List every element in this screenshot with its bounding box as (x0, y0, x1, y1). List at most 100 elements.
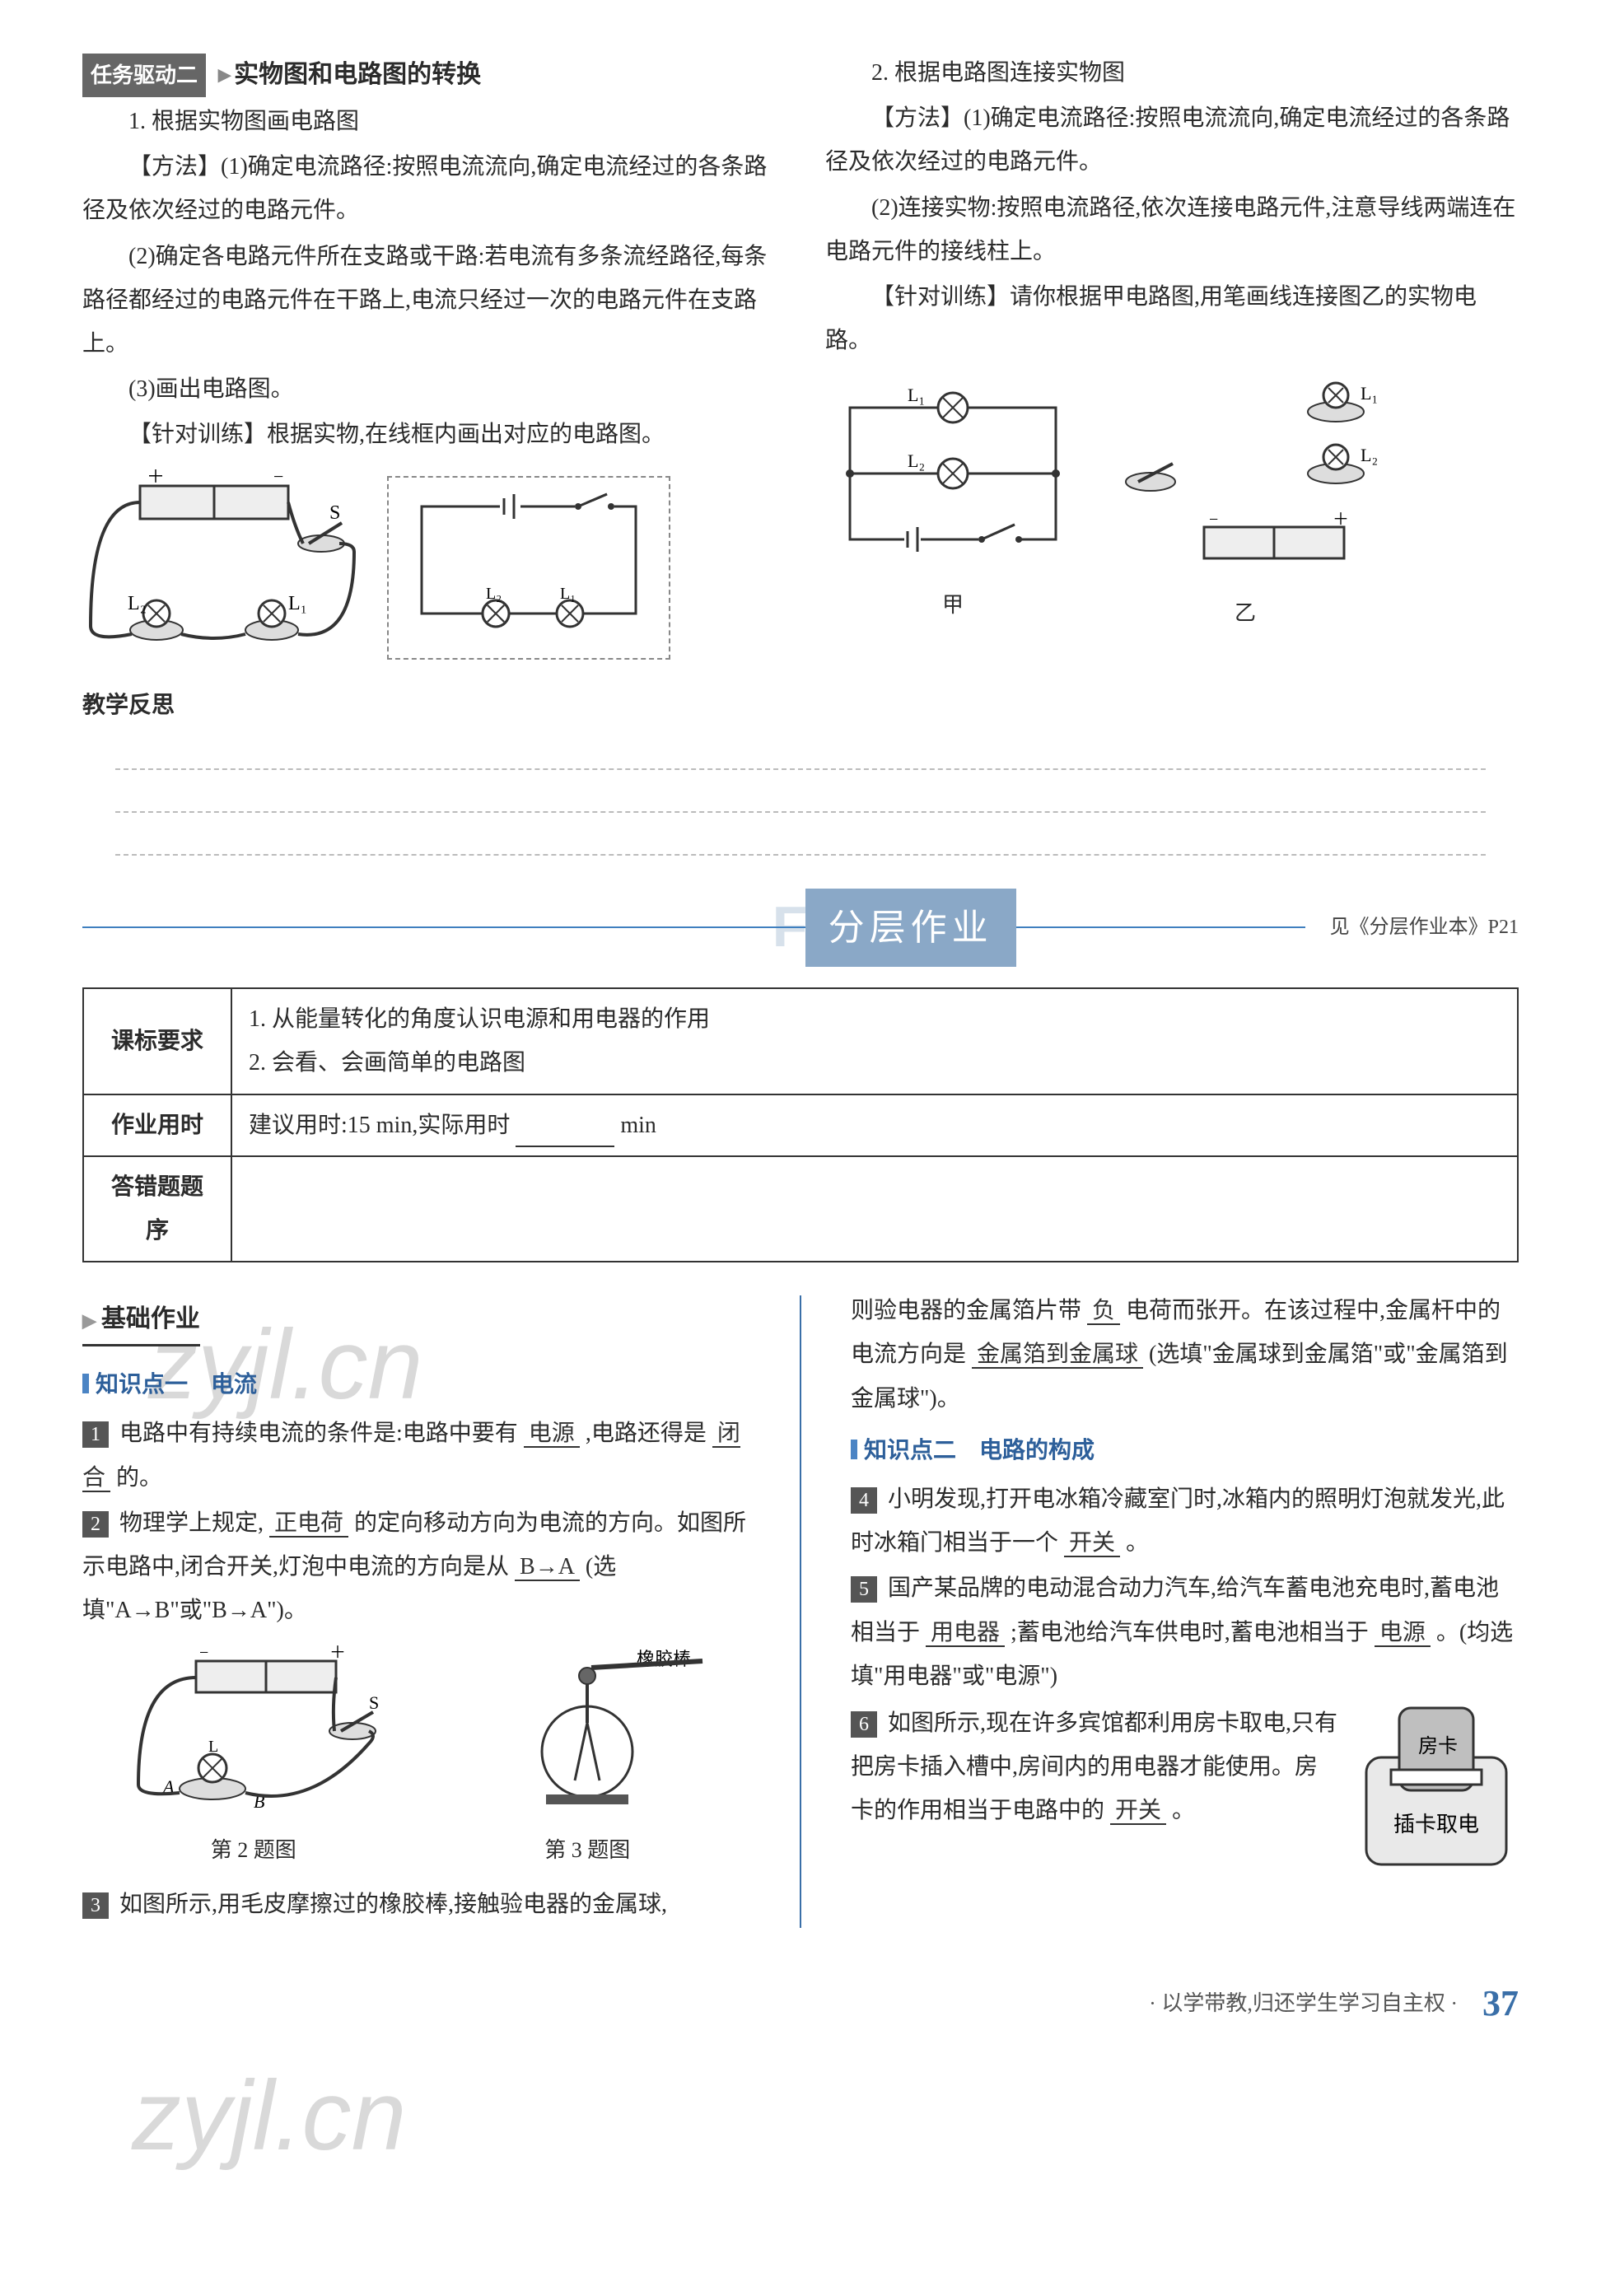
req-h1: 课标要求 (83, 988, 231, 1094)
reflect-line-3 (115, 821, 1486, 856)
task-title: 实物图和电路图的转换 (218, 61, 481, 88)
q3r-ans1: 负 (1087, 1298, 1120, 1325)
top-right-col: 2. 根据电路图连接实物图 【方法】(1)确定电流路径:按照电流流向,确定电流经… (825, 49, 1519, 667)
card-top-text: 房卡 (1418, 1735, 1458, 1757)
req-v3[interactable] (231, 1156, 1518, 1262)
tl-p2: 【方法】(1)确定电流路径:按照电流流向,确定电流经过的各条路径及依次经过的电路… (82, 145, 776, 232)
minus-label: − (273, 469, 283, 487)
fig2: ＋ − S L A B 第 2 题图 (122, 1645, 385, 1870)
section-header: 分层作业 见《分层作业本》P21 (82, 889, 1519, 968)
right-circuit-row: L₁ L₂ (825, 375, 1519, 633)
f2-l: L (208, 1738, 218, 1756)
requirements-table: 课标要求 1. 从能量转化的角度认识电源和用电器的作用 2. 会看、会画简单的电… (82, 987, 1519, 1262)
yi-svg: L₁ L₂ − ＋ (1105, 375, 1385, 572)
q1a: 电路中有持续电流的条件是:电路中要有 (119, 1421, 518, 1446)
footer-motto: · 以学带教,归还学生学习自主权 · (1149, 1983, 1458, 2023)
q1: 1 电路中有持续电流的条件是:电路中要有 电源 ,电路还得是 闭合 的。 (82, 1412, 750, 1499)
req-v2b: min (620, 1113, 656, 1138)
cap-yi: 乙 (1105, 593, 1385, 633)
q1-ans1: 电源 (524, 1421, 580, 1448)
q6-ans: 开关 (1110, 1798, 1166, 1825)
physical-circuit-svg: ＋ − S L₂ L₁ (82, 469, 362, 667)
req-line2: 2. 会看、会画简单的电路图 (249, 1041, 1501, 1085)
req-h2: 作业用时 (83, 1094, 231, 1156)
yi-l1: L₁ (1361, 383, 1378, 404)
q6b: 。 (1172, 1798, 1195, 1823)
reflect-label: 教学反思 (82, 684, 1519, 727)
sch-l2: L₂ (486, 585, 502, 603)
schematic-svg: L₂ L₁ (405, 490, 652, 630)
tl-p3: (2)确定各电路元件所在支路或干路:若电流有多条流经路径,每条路径都经过的电路元… (82, 235, 776, 366)
reflect-line-2 (115, 778, 1486, 813)
q4b: 。 (1126, 1530, 1149, 1556)
watermark-icon: zyjl.cn (132, 2022, 406, 2210)
rule-left (82, 926, 805, 928)
left-circuit-row: ＋ − S L₂ L₁ (82, 469, 776, 667)
fig3-svg: 橡胶棒 (464, 1645, 711, 1809)
tr-p4: 【针对训练】请你根据甲电路图,用笔画线连接图乙的实物电路。 (825, 275, 1519, 362)
cap-jia: 甲 (825, 585, 1081, 625)
req-h3: 答错题题序 (83, 1156, 231, 1262)
kp1: 知识点一 电流 (82, 1363, 750, 1407)
q3ra: 则验电器的金属箔片带 (851, 1298, 1081, 1323)
q6a: 如图所示,现在许多宾馆都利用房卡取电,只有把房卡插入槽中,房间内的用电器才能使用… (851, 1710, 1337, 1823)
page-number: 37 (1482, 1969, 1519, 2038)
req-v2a: 建议用时:15 min,实际用时 (249, 1113, 510, 1138)
jia-svg: L₁ L₂ (825, 383, 1081, 564)
card-reader-svg: 房卡 插卡取电 (1354, 1700, 1519, 1873)
reflect-line-1 (115, 735, 1486, 770)
time-blank[interactable] (516, 1119, 614, 1147)
fig3: 橡胶棒 第 3 题图 (464, 1645, 711, 1870)
kp1-text: 知识点一 电流 (96, 1372, 257, 1398)
fig2-cap: 第 2 题图 (122, 1830, 385, 1870)
q3: 3 如图所示,用毛皮摩擦过的橡胶棒,接触验电器的金属球, (82, 1883, 750, 1926)
top-section: 任务驱动二 实物图和电路图的转换 1. 根据实物图画电路图 【方法】(1)确定电… (82, 49, 1519, 667)
fig3-cap: 第 3 题图 (464, 1830, 711, 1870)
hw-right: 则验电器的金属箔片带 负 电荷而张开。在该过程中,金属杆中的电流方向是 金属箔到… (851, 1287, 1519, 1928)
tl-p4: (3)画出电路图。 (82, 367, 776, 411)
q6: 6 如图所示,现在许多宾馆都利用房卡取电,只有把房卡插入槽中,房间内的用电器才能… (851, 1701, 1337, 1833)
req-v1: 1. 从能量转化的角度认识电源和用电器的作用 2. 会看、会画简单的电路图 (231, 988, 1518, 1094)
f2-plus: ＋ (329, 1645, 346, 1662)
diagram-jia: L₁ L₂ (825, 383, 1081, 625)
q3-text: 如图所示,用毛皮摩擦过的橡胶棒,接触验电器的金属球, (119, 1892, 667, 1917)
jia-l2: L₂ (908, 450, 925, 471)
table-row: 课标要求 1. 从能量转化的角度认识电源和用电器的作用 2. 会看、会画简单的电… (83, 988, 1518, 1094)
hw-left: 基础作业 知识点一 电流 1 电路中有持续电流的条件是:电路中要有 电源 ,电路… (82, 1287, 750, 1928)
tr-p1: 2. 根据电路图连接实物图 (825, 51, 1519, 95)
req-v2: 建议用时:15 min,实际用时 min (231, 1094, 1518, 1156)
svg-text:−: − (1209, 511, 1218, 529)
q4a: 小明发现,打开电冰箱冷藏室门时,冰箱内的照明灯泡就发光,此时冰箱门相当于一个 (851, 1486, 1505, 1556)
task-header: 任务驱动二 实物图和电路图的转换 (82, 51, 776, 98)
l2-label: L₂ (128, 593, 147, 614)
tr-p2: 【方法】(1)确定电流路径:按照电流流向,确定电流经过的各条路径及依次经过的电路… (825, 96, 1519, 184)
fig2-svg: ＋ − S L A B (122, 1645, 385, 1809)
task-badge: 任务驱动二 (82, 54, 206, 97)
req-line1: 1. 从能量转化的角度认识电源和用电器的作用 (249, 997, 1501, 1041)
q5b: ;蓄电池给汽车供电时,蓄电池相当于 (1011, 1620, 1369, 1645)
qnum-1: 1 (82, 1421, 109, 1448)
q4-ans: 开关 (1064, 1530, 1120, 1557)
kp2-text: 知识点二 电路的构成 (864, 1438, 1095, 1463)
jia-l1: L₁ (908, 385, 925, 405)
q2: 2 物理学上规定, 正电荷 的定向移动方向为电流的方向。如图所示电路中,闭合开关… (82, 1501, 750, 1633)
q3-right: 则验电器的金属箔片带 负 电荷而张开。在该过程中,金属杆中的电流方向是 金属箔到… (851, 1289, 1519, 1421)
schematic-box: L₂ L₁ (387, 476, 670, 659)
q3r-ans2: 金属箔到金属球 (972, 1342, 1143, 1369)
column-divider (800, 1295, 801, 1928)
q2-ans2: B→A (515, 1554, 580, 1581)
fig-row: ＋ − S L A B 第 2 题图 (82, 1645, 750, 1870)
tl-p1: 1. 根据实物图画电路图 (82, 100, 776, 143)
card-bottom-text: 插卡取电 (1393, 1813, 1479, 1836)
basic-heading-text: 基础作业 (101, 1305, 200, 1332)
q4: 4 小明发现,打开电冰箱冷藏室门时,冰箱内的照明灯泡就发光,此时冰箱门相当于一个… (851, 1477, 1519, 1565)
f2-minus: − (199, 1645, 208, 1662)
q2a: 物理学上规定, (119, 1510, 264, 1536)
qnum-2: 2 (82, 1511, 109, 1538)
q5: 5 国产某品牌的电动混合动力汽车,给汽车蓄电池充电时,蓄电池相当于 用电器 ;蓄… (851, 1566, 1519, 1698)
basic-heading: 基础作业 (82, 1295, 200, 1346)
q6-row: 6 如图所示,现在许多宾馆都利用房卡取电,只有把房卡插入槽中,房间内的用电器才能… (851, 1700, 1519, 1873)
qnum-5: 5 (851, 1576, 877, 1603)
q5-ans2: 电源 (1375, 1620, 1431, 1647)
s-label: S (329, 502, 340, 524)
